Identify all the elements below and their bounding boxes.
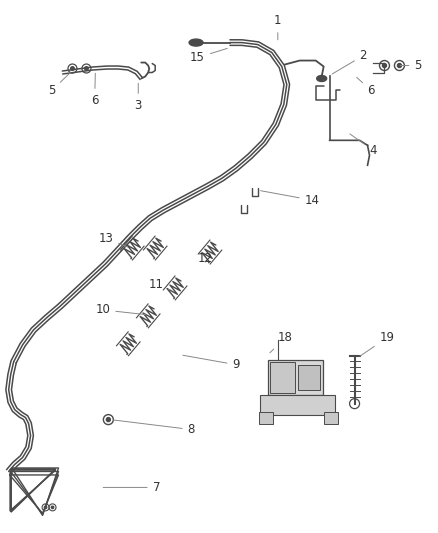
Text: 2: 2	[332, 49, 367, 74]
Text: 15: 15	[190, 49, 227, 64]
Bar	[259, 411, 273, 424]
Text: 5: 5	[400, 59, 422, 72]
Text: 14: 14	[261, 191, 320, 207]
Text: 11: 11	[148, 278, 170, 292]
Text: 8: 8	[113, 420, 195, 436]
Text: 18: 18	[270, 332, 293, 353]
Circle shape	[397, 63, 401, 68]
Bar	[270, 362, 295, 393]
Bar	[298, 365, 320, 390]
Text: 12: 12	[198, 252, 213, 264]
Text: 19: 19	[360, 332, 395, 356]
Circle shape	[44, 506, 47, 508]
Text: 7: 7	[103, 481, 160, 494]
Bar	[324, 411, 338, 424]
Bar	[260, 394, 335, 415]
Text: 1: 1	[274, 14, 282, 40]
Text: 3: 3	[134, 83, 142, 112]
Ellipse shape	[317, 76, 327, 82]
Text: 4: 4	[350, 134, 377, 157]
Circle shape	[71, 67, 74, 70]
Text: 13: 13	[99, 231, 128, 247]
Circle shape	[85, 67, 88, 70]
Circle shape	[382, 63, 386, 68]
Bar	[268, 360, 323, 394]
Circle shape	[51, 506, 54, 508]
Text: 9: 9	[183, 356, 240, 372]
Ellipse shape	[189, 39, 203, 46]
Text: 5: 5	[48, 72, 71, 97]
Circle shape	[106, 417, 110, 422]
Text: 6: 6	[91, 74, 99, 107]
Text: 10: 10	[95, 303, 145, 317]
Text: 6: 6	[357, 77, 375, 97]
